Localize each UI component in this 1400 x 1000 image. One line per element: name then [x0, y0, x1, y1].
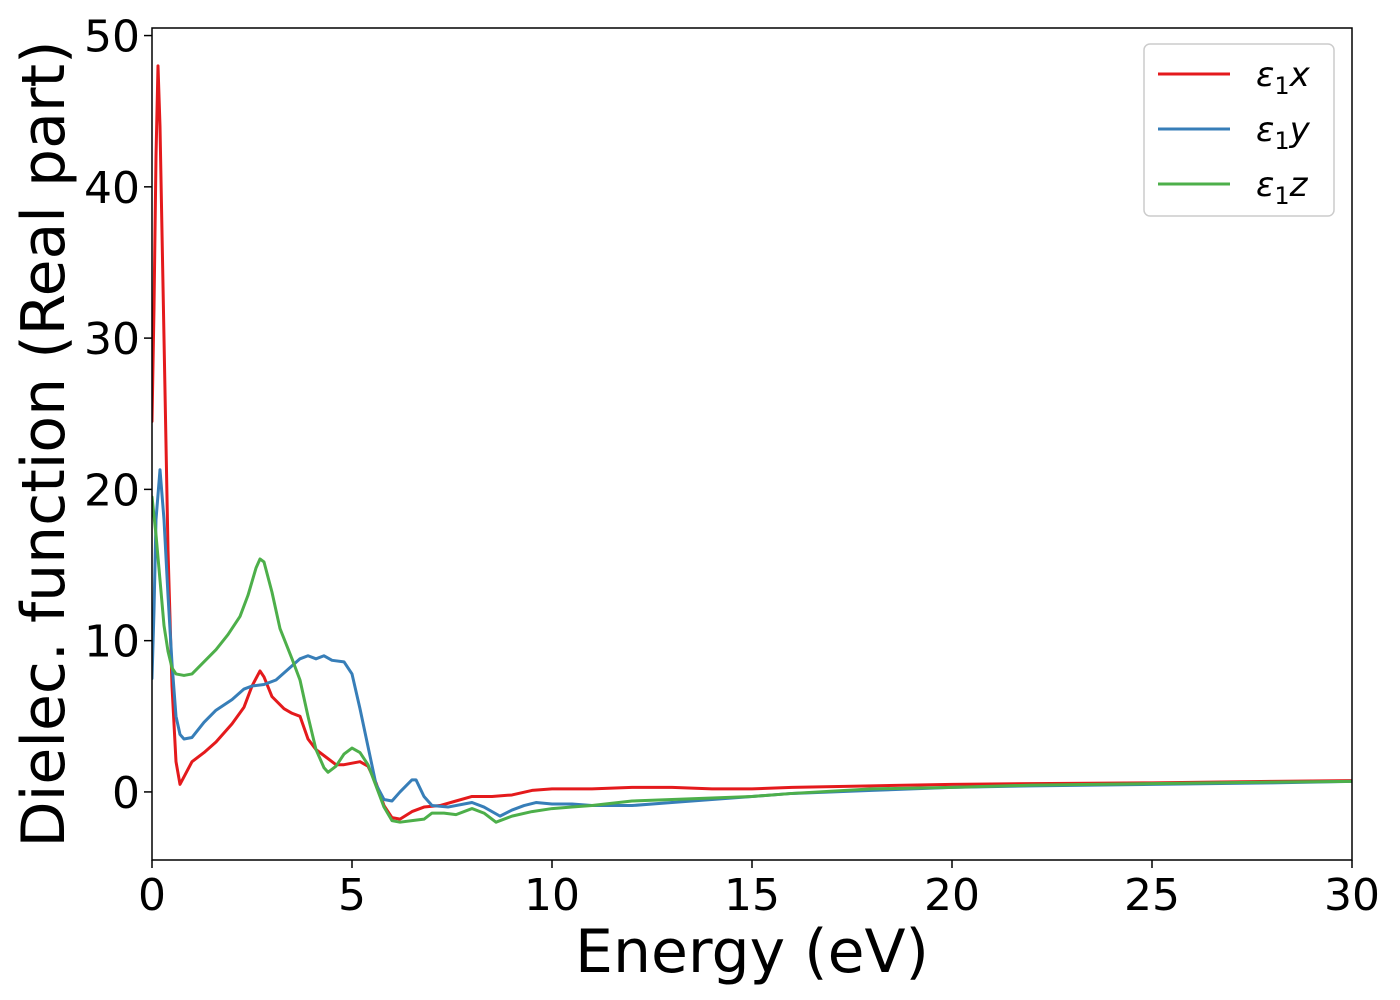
y-tick-label: 0: [112, 768, 140, 819]
x-tick-label: 10: [524, 870, 580, 921]
x-tick-label: 20: [924, 870, 980, 921]
series-line-x: [152, 64, 1352, 821]
y-tick-label: 50: [84, 12, 140, 63]
series-layer: [152, 64, 1352, 824]
legend-frame: [1143, 43, 1335, 217]
legend: ε1x ε1y ε1z: [1143, 43, 1335, 217]
ticks-layer: 0 5 10 15 20 25 30 0 10 20 30 40 50: [84, 12, 1380, 921]
x-tick-label: 30: [1324, 870, 1380, 921]
series-line-z: [152, 495, 1352, 824]
y-tick-label: 30: [84, 314, 140, 365]
y-tick-label: 10: [84, 617, 140, 668]
legend-entry-z: ε1z: [1256, 165, 1309, 210]
x-tick-label: 15: [724, 870, 780, 921]
y-tick-label: 20: [84, 465, 140, 516]
y-axis-label: Dielec. function (Real part): [9, 41, 79, 848]
x-tick-label: 25: [1124, 870, 1180, 921]
x-tick-label: 0: [138, 870, 166, 921]
y-tick-label: 40: [84, 163, 140, 214]
series-line-y: [152, 468, 1352, 818]
x-axis-label: Energy (eV): [575, 917, 929, 987]
x-tick-label: 5: [338, 870, 366, 921]
legend-entry-y: ε1y: [1256, 110, 1311, 155]
legend-entry-x: ε1x: [1256, 55, 1311, 100]
